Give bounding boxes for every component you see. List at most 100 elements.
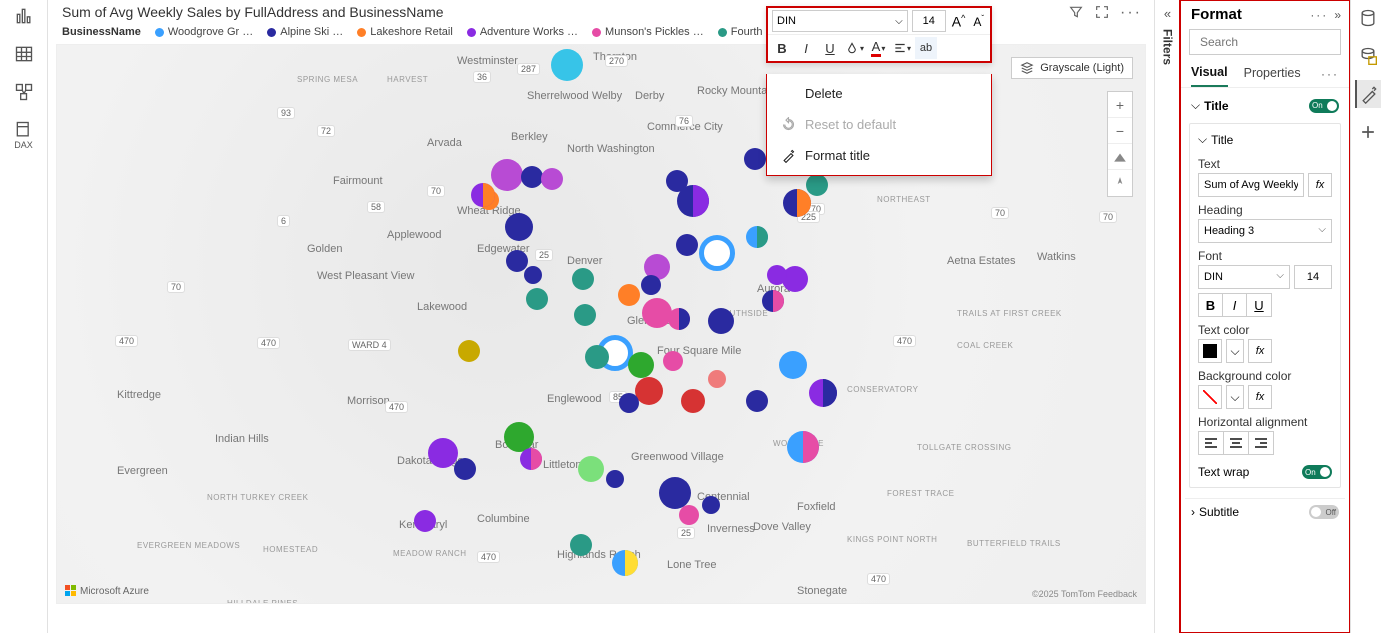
- data-bubble[interactable]: [414, 510, 436, 532]
- pitch-icon[interactable]: [1108, 144, 1132, 170]
- context-menu-item[interactable]: Delete: [767, 78, 991, 109]
- toolbar-font-select[interactable]: DIN⌵: [772, 10, 908, 32]
- pane-more-icon[interactable]: ···: [1310, 8, 1328, 22]
- increase-font-icon[interactable]: A^: [950, 13, 968, 30]
- data-bubble[interactable]: [505, 213, 533, 241]
- tab-properties[interactable]: Properties: [1244, 62, 1301, 86]
- dax-view-icon[interactable]: DAX: [14, 120, 34, 150]
- legend-item[interactable]: Woodgrove Gr …: [155, 26, 253, 38]
- data-bubble[interactable]: [787, 431, 819, 463]
- data-bubble[interactable]: [779, 351, 807, 379]
- italic-button[interactable]: I: [1223, 294, 1247, 316]
- font-family-select[interactable]: DIN: [1198, 265, 1290, 289]
- format-search-input[interactable]: [1200, 35, 1355, 49]
- table-view-icon[interactable]: [14, 44, 34, 64]
- font-size-input[interactable]: [1294, 265, 1332, 289]
- data-bubble[interactable]: [606, 470, 624, 488]
- section-title-inner[interactable]: ⌵ Title: [1198, 132, 1332, 151]
- data-bubble[interactable]: [471, 183, 495, 207]
- collapse-pane-icon[interactable]: »: [1334, 8, 1341, 22]
- data-bubble[interactable]: [458, 340, 480, 362]
- data-bubble[interactable]: [708, 370, 726, 388]
- data-bubble[interactable]: [574, 304, 596, 326]
- data-bubble[interactable]: [809, 379, 837, 407]
- title-text-input[interactable]: [1198, 173, 1304, 197]
- wrap-toggle[interactable]: On: [1302, 465, 1332, 479]
- data-bubble[interactable]: [708, 308, 734, 334]
- fx-button[interactable]: fx: [1248, 385, 1272, 409]
- data-bubble[interactable]: [681, 389, 705, 413]
- zoom-in-icon[interactable]: +: [1108, 92, 1132, 118]
- bold-button[interactable]: B: [1199, 294, 1223, 316]
- legend-item[interactable]: Munson's Pickles …: [592, 26, 704, 38]
- section-title-outer[interactable]: ⌵ Title On: [1185, 92, 1345, 119]
- data-bubble[interactable]: [428, 438, 458, 468]
- model-view-icon[interactable]: [14, 82, 34, 102]
- tab-visual[interactable]: Visual: [1191, 61, 1228, 87]
- data-bubble[interactable]: [746, 226, 768, 248]
- data-bubble[interactable]: [526, 288, 548, 310]
- add-pane-icon[interactable]: [1356, 118, 1380, 146]
- data-bubble[interactable]: [746, 390, 768, 412]
- data-bubble[interactable]: [641, 275, 661, 295]
- text-color-dropdown[interactable]: ⌵: [1226, 339, 1244, 363]
- bg-color-dropdown[interactable]: ⌵: [1226, 385, 1244, 409]
- format-search[interactable]: [1189, 29, 1341, 55]
- section-subtitle[interactable]: › Subtitle Off: [1185, 498, 1345, 525]
- report-view-icon[interactable]: [14, 6, 34, 26]
- data-bubble[interactable]: [702, 496, 720, 514]
- data-bubble[interactable]: [520, 448, 542, 470]
- data-bubble[interactable]: [668, 308, 690, 330]
- legend-item[interactable]: Lakeshore Retail: [357, 26, 453, 38]
- data-bubble[interactable]: [642, 298, 672, 328]
- data-bubble[interactable]: [618, 284, 640, 306]
- align-center-button[interactable]: [1223, 431, 1249, 455]
- bg-color-swatch[interactable]: [1198, 385, 1222, 409]
- data-bubble[interactable]: [635, 377, 663, 405]
- more-options-icon[interactable]: ···: [1120, 4, 1142, 22]
- fx-button[interactable]: fx: [1308, 173, 1332, 197]
- subtitle-toggle[interactable]: Off: [1309, 505, 1339, 519]
- context-menu-item[interactable]: Format title: [767, 140, 991, 171]
- data-bubble[interactable]: [551, 49, 583, 81]
- data-bubble[interactable]: [454, 458, 476, 480]
- focus-mode-icon[interactable]: [1094, 4, 1110, 22]
- data-bubble[interactable]: [762, 290, 784, 312]
- format-pane-icon[interactable]: [1355, 80, 1381, 108]
- tabs-more-icon[interactable]: ···: [1321, 67, 1339, 81]
- data-bubble[interactable]: [506, 250, 528, 272]
- data-bubble[interactable]: [677, 185, 709, 217]
- decrease-font-icon[interactable]: Aˇ: [971, 14, 986, 29]
- expand-filters-icon[interactable]: «: [1164, 6, 1171, 21]
- map-copyright[interactable]: ©2025 TomTom Feedback: [1032, 589, 1137, 599]
- fx-button[interactable]: fx: [1248, 339, 1272, 363]
- data-bubble[interactable]: [524, 266, 542, 284]
- data-bubble[interactable]: [521, 166, 543, 188]
- data-bubble[interactable]: [570, 534, 592, 556]
- align-right-button[interactable]: [1248, 431, 1274, 455]
- bold-icon[interactable]: B: [771, 37, 793, 59]
- data-bubble[interactable]: [767, 265, 787, 285]
- compass-icon[interactable]: [1108, 170, 1132, 196]
- data-bubble[interactable]: [572, 268, 594, 290]
- underline-button[interactable]: U: [1247, 294, 1271, 316]
- italic-icon[interactable]: I: [795, 37, 817, 59]
- data-bubble[interactable]: [783, 189, 811, 217]
- clear-format-icon[interactable]: ab: [915, 37, 937, 59]
- font-color-icon[interactable]: A▾: [867, 37, 889, 59]
- data-bubble[interactable]: [699, 235, 735, 271]
- align-icon[interactable]: ▾: [891, 37, 913, 59]
- align-left-button[interactable]: [1198, 431, 1224, 455]
- data-pane-icon[interactable]: [1356, 4, 1380, 32]
- data-bubble[interactable]: [744, 148, 766, 170]
- data-bubble[interactable]: [541, 168, 563, 190]
- zoom-out-icon[interactable]: −: [1108, 118, 1132, 144]
- title-toggle[interactable]: On: [1309, 99, 1339, 113]
- text-color-swatch[interactable]: [1198, 339, 1222, 363]
- heading-select[interactable]: Heading 3: [1198, 219, 1332, 243]
- data-bubble[interactable]: [491, 159, 523, 191]
- build-pane-icon[interactable]: [1356, 42, 1380, 70]
- data-bubble[interactable]: [619, 393, 639, 413]
- data-bubble[interactable]: [585, 345, 609, 369]
- data-bubble[interactable]: [663, 351, 683, 371]
